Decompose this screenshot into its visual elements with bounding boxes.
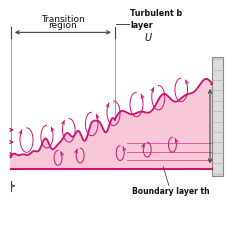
Text: Turbulent b: Turbulent b xyxy=(130,9,182,18)
Bar xyxy=(212,57,223,176)
Text: layer: layer xyxy=(130,21,153,30)
Text: Boundary layer th: Boundary layer th xyxy=(132,187,210,196)
Text: Transition: Transition xyxy=(41,15,85,24)
Text: U: U xyxy=(145,33,152,43)
Polygon shape xyxy=(11,79,212,169)
Text: region: region xyxy=(48,21,77,30)
